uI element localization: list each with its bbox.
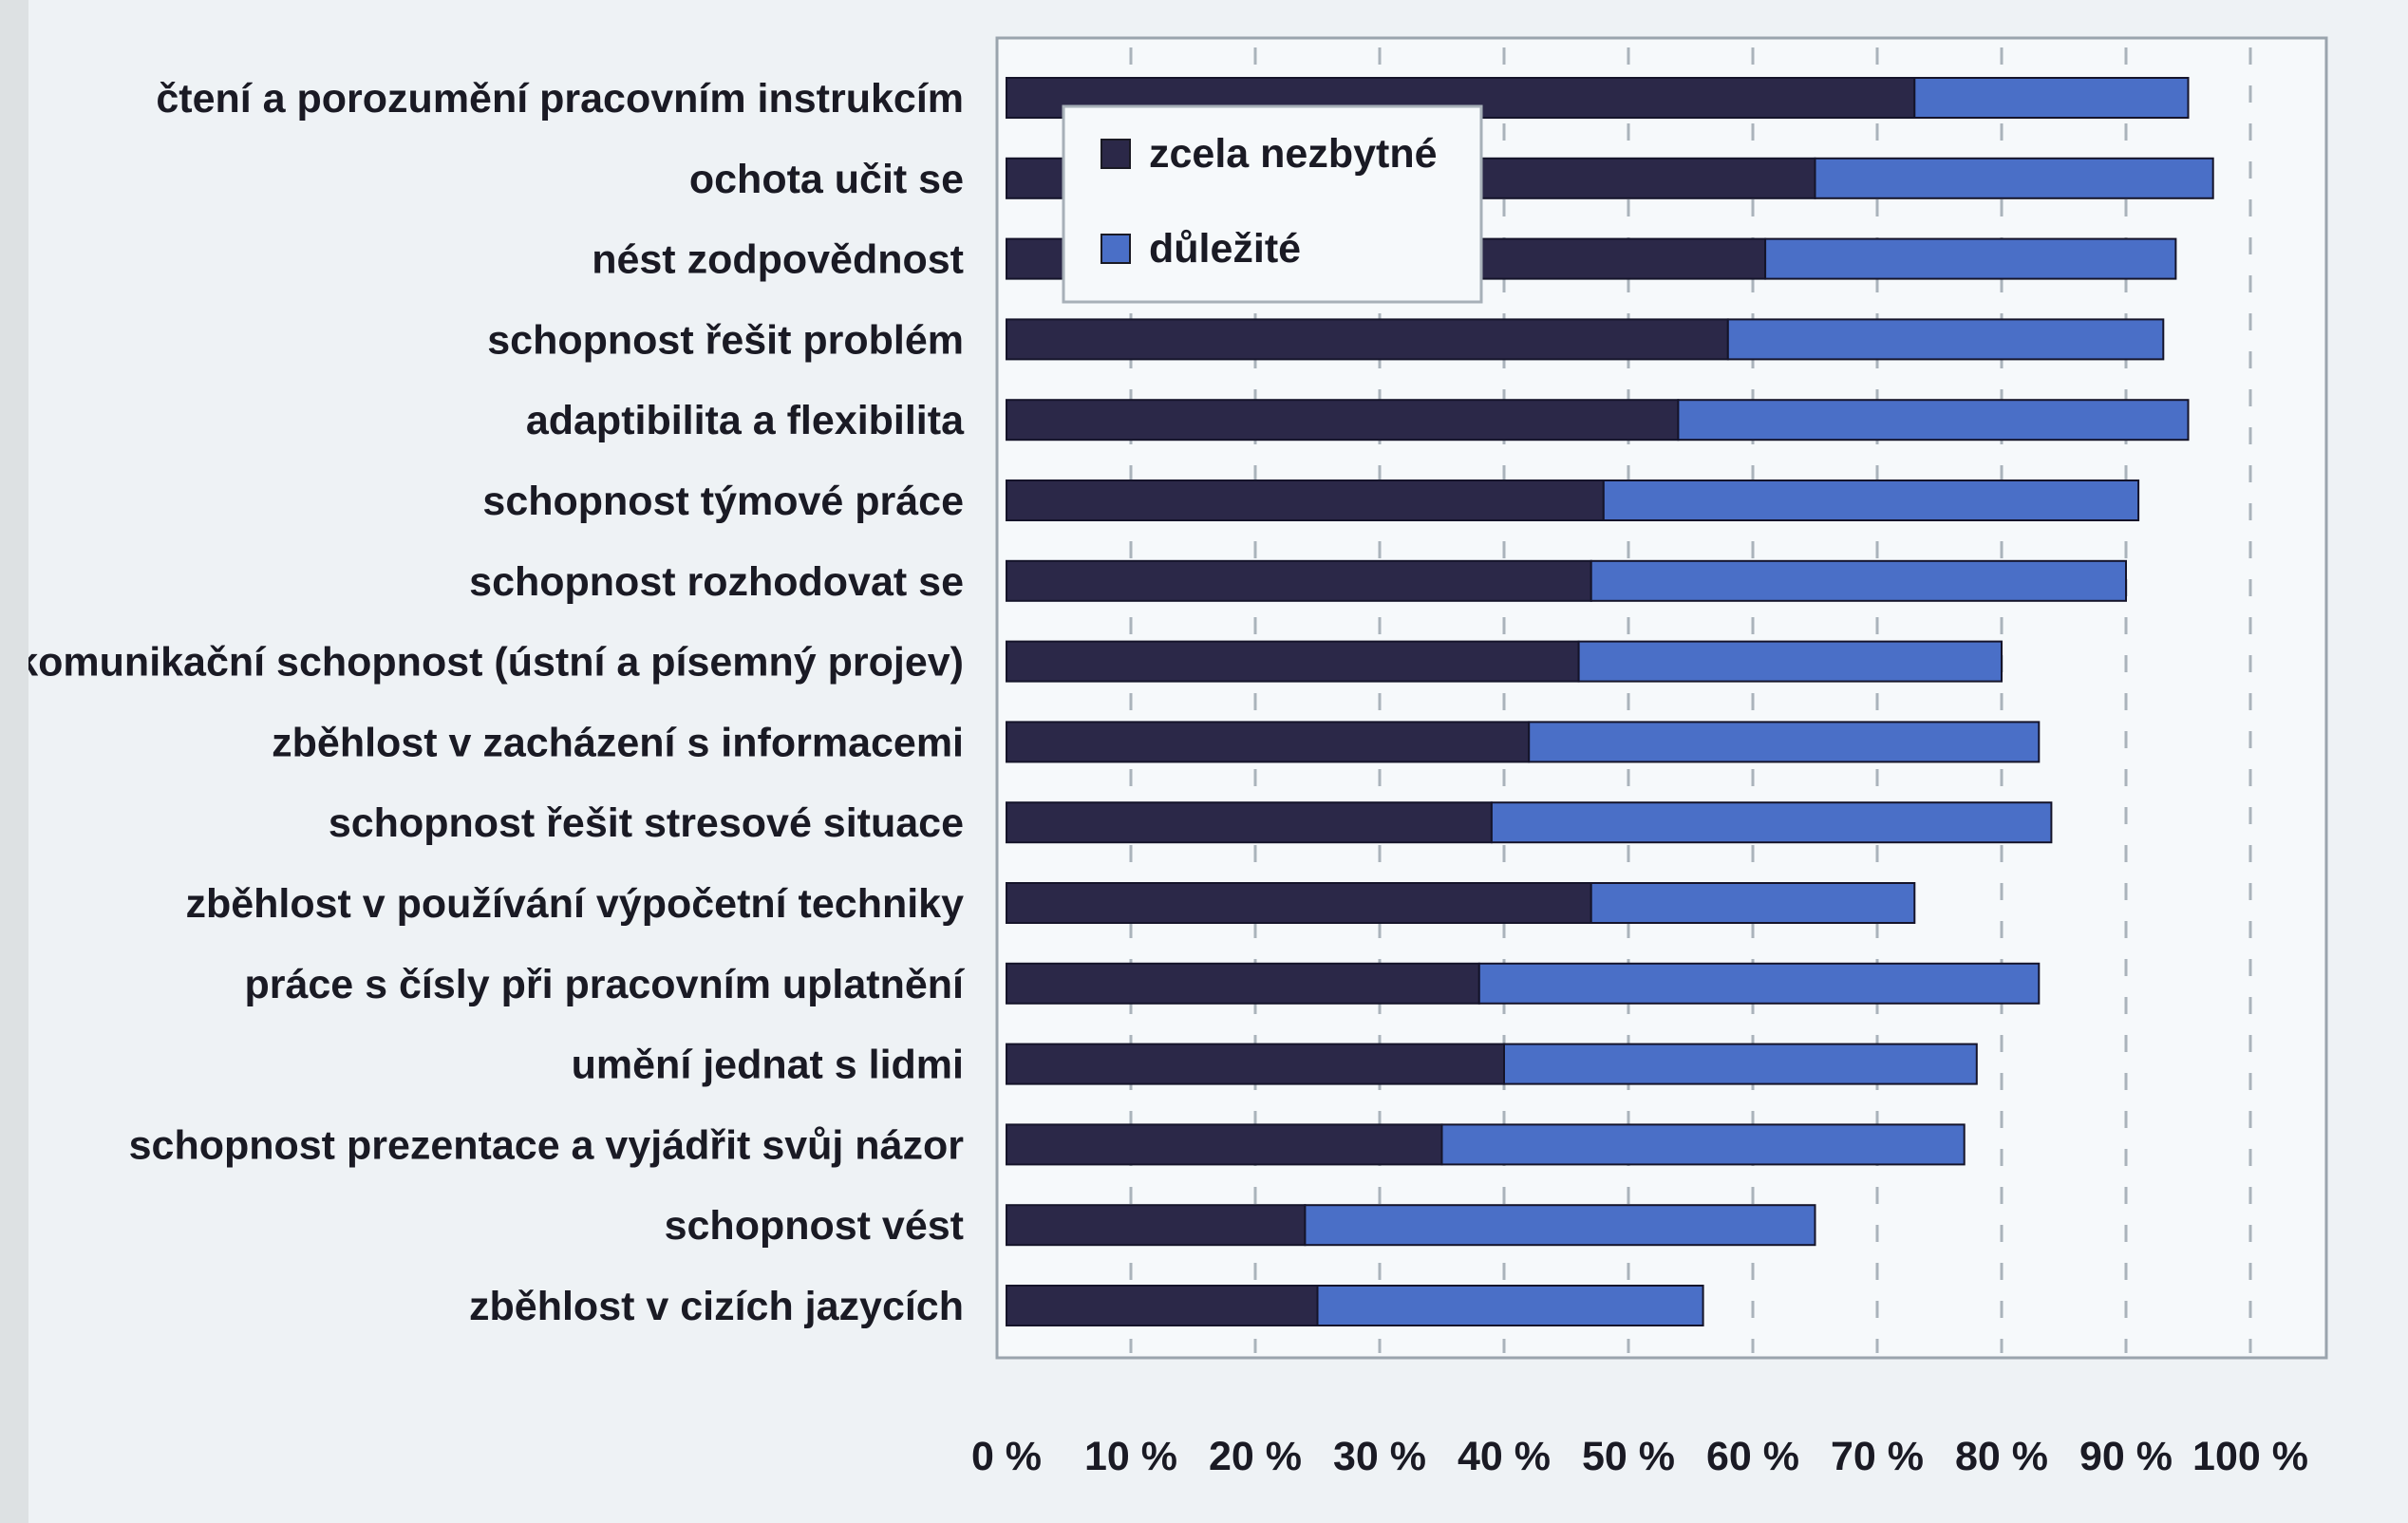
bar-zcela-nezbytne: [1006, 559, 1592, 602]
bar-zcela-nezbytne: [1006, 399, 1680, 442]
bar-dulezite: [1677, 399, 2190, 442]
x-tick-label: 90 %: [2079, 1434, 2173, 1479]
bar-dulezite: [1590, 559, 2127, 602]
legend-box: [1062, 104, 1483, 304]
x-tick-label: 30 %: [1333, 1434, 1426, 1479]
x-tick-label: 60 %: [1706, 1434, 1799, 1479]
legend-swatch-dulezite: [1101, 234, 1131, 264]
category-label: zběhlost v zacházení s informacemi: [272, 720, 964, 765]
category-label: nést zodpovědnost: [592, 237, 964, 283]
x-tick-label: 70 %: [1831, 1434, 1924, 1479]
legend-label-zcela-nezbytne: zcela nezbytné: [1149, 131, 1438, 177]
bar-dulezite: [1477, 962, 2041, 1005]
bar-zcela-nezbytne: [1006, 1285, 1319, 1326]
x-tick-label: 50 %: [1582, 1434, 1675, 1479]
bar-dulezite: [1304, 1204, 1816, 1247]
category-label: umění jednat s lidmi: [572, 1043, 964, 1088]
bar-dulezite: [1490, 801, 2053, 844]
bar-zcela-nezbytne: [1006, 1204, 1307, 1247]
bar-dulezite: [1590, 882, 1916, 924]
category-label: komunikační schopnost (ústní a písemný p…: [28, 640, 964, 686]
category-label: schopnost vést: [665, 1203, 964, 1249]
category-label: práce s čísly při pracovním uplatnění: [244, 962, 966, 1007]
category-label: zběhlost v používání výpočetní techniky: [185, 881, 964, 927]
category-label: schopnost řešit stresové situace: [329, 800, 964, 846]
bar-zcela-nezbytne: [1006, 1123, 1443, 1166]
x-tick-label: 40 %: [1458, 1434, 1551, 1479]
category-labels: čtení a porozumění pracovním instrukcím o…: [28, 76, 966, 1329]
x-axis-tick-labels: 0 % 10 % 20 % 30 % 40 % 50 % 60 % 70 % 80 % 90 % 1…: [971, 1434, 2308, 1479]
category-label: ochota učit se: [689, 157, 964, 202]
x-tick-label: 0 %: [971, 1434, 1042, 1479]
gridlines: [1129, 47, 2252, 1353]
bar-zcela-nezbytne: [1006, 318, 1729, 361]
legend-label-dulezite: důležité: [1149, 226, 1301, 272]
bar-dulezite: [1528, 721, 2041, 763]
category-label: schopnost rozhodovat se: [469, 559, 964, 605]
stacked-bar-chart: čtení a porozumění pracovním instrukcím o…: [28, 36, 2328, 1479]
legend-swatch-zcela-nezbytne: [1101, 139, 1131, 169]
bar-zcela-nezbytne: [1006, 479, 1605, 521]
x-tick-label: 80 %: [1955, 1434, 2048, 1479]
bar-zcela-nezbytne: [1006, 962, 1480, 1005]
bar-zcela-nezbytne: [1006, 1043, 1505, 1085]
slide-background: čtení a porozumění pracovním instrukcím o…: [28, 0, 2408, 1523]
bar-dulezite: [1316, 1285, 1704, 1326]
bar-dulezite: [1577, 640, 2003, 683]
category-label: zběhlost v cizích jazycích: [469, 1284, 964, 1329]
bar-dulezite: [1764, 237, 2177, 280]
bar-zcela-nezbytne: [1006, 640, 1580, 683]
bar-dulezite: [1913, 77, 2190, 119]
category-label: schopnost týmové práce: [482, 479, 964, 524]
x-tick-label: 10 %: [1084, 1434, 1177, 1479]
bar-dulezite: [1440, 1123, 1966, 1166]
bar-zcela-nezbytne: [1006, 882, 1592, 924]
bars: [1006, 77, 2214, 1326]
bar-zcela-nezbytne: [1006, 801, 1493, 844]
x-tick-label: 20 %: [1209, 1434, 1302, 1479]
bar-dulezite: [1814, 157, 2214, 199]
bar-zcela-nezbytne: [1006, 721, 1531, 763]
category-label: adaptibilita a flexibilita: [526, 398, 965, 443]
category-label: čtení a porozumění pracovním instrukcím: [156, 76, 964, 122]
legend: zcela nezbytné důležité: [1062, 104, 1483, 304]
bar-dulezite: [1602, 479, 2140, 521]
bar-dulezite: [1726, 318, 2165, 361]
category-label: schopnost prezentace a vyjádřit svůj náz…: [129, 1122, 965, 1168]
bar-dulezite: [1503, 1043, 1978, 1085]
x-tick-label: 100 %: [2192, 1434, 2308, 1479]
category-label: schopnost řešit problém: [487, 317, 964, 363]
